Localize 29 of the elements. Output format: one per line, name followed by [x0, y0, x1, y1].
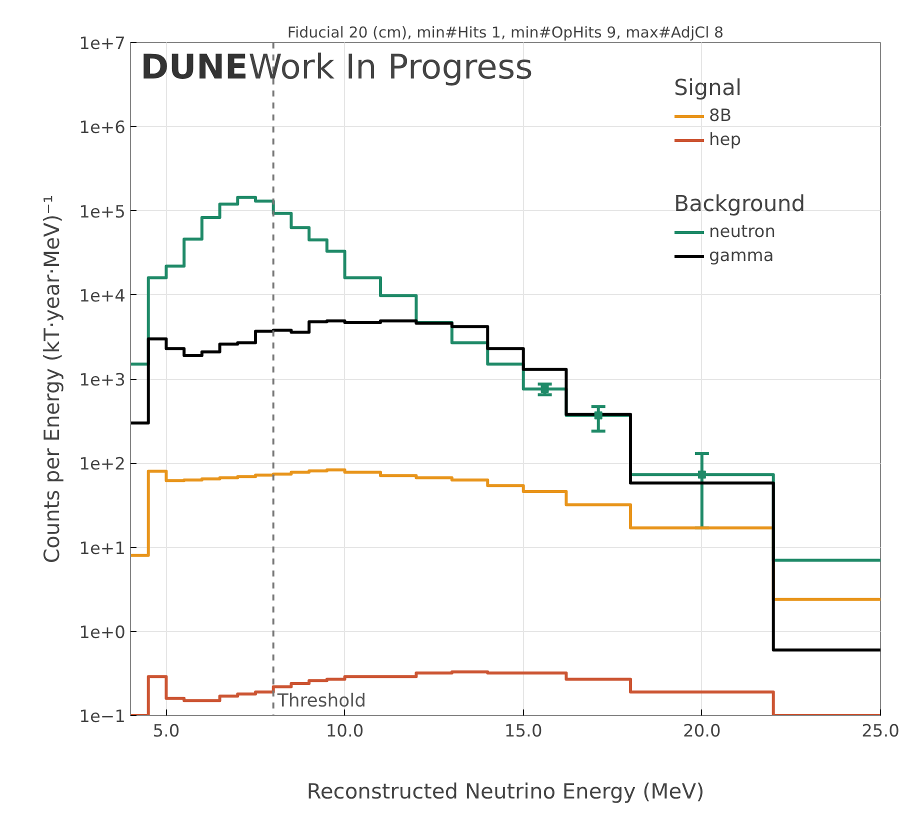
ref-line-label: Threshold	[276, 690, 366, 712]
x-tick-label: 20.0	[683, 722, 721, 742]
y-tick-label: 1e+0	[79, 622, 126, 643]
point	[698, 470, 706, 479]
legend-label: hep	[709, 130, 742, 150]
y-tick-label: 1e+1	[79, 538, 126, 559]
point	[540, 385, 549, 394]
legend-label: gamma	[709, 246, 774, 266]
text: Background	[674, 192, 806, 217]
chart-title: Fiducial 20 (cm), min#Hits 1, min#OpHits 9, max#AdjCl 8	[287, 24, 724, 42]
x-tick-label: 10.0	[326, 722, 364, 742]
y-tick-label: 1e+3	[79, 370, 126, 390]
legend-label: neutron	[709, 222, 776, 242]
y-tick-label: 1e+7	[79, 34, 126, 54]
y-tick-label: 1e−1	[79, 707, 126, 727]
text: Signal	[674, 76, 742, 101]
y-tick-label: 1e+2	[79, 454, 126, 475]
legend-label: 8B	[709, 106, 732, 126]
annotation: DUNE	[140, 48, 248, 88]
y-tick-label: 1e+4	[79, 286, 126, 306]
y-tick-label: 1e+6	[79, 118, 126, 138]
x-tick-label: 15.0	[504, 722, 542, 742]
y-tick-label: 1e+5	[79, 202, 126, 222]
y-axis-title: Counts per Energy (kT·year·MeV)⁻¹	[40, 194, 64, 564]
x-tick-label: 25.0	[862, 722, 900, 742]
x-tick-label: 5.0	[152, 722, 180, 742]
x-axis-title: Reconstructed Neutrino Energy (MeV)	[306, 780, 704, 804]
point	[594, 411, 602, 420]
annotation: Work In Progress	[248, 48, 533, 88]
